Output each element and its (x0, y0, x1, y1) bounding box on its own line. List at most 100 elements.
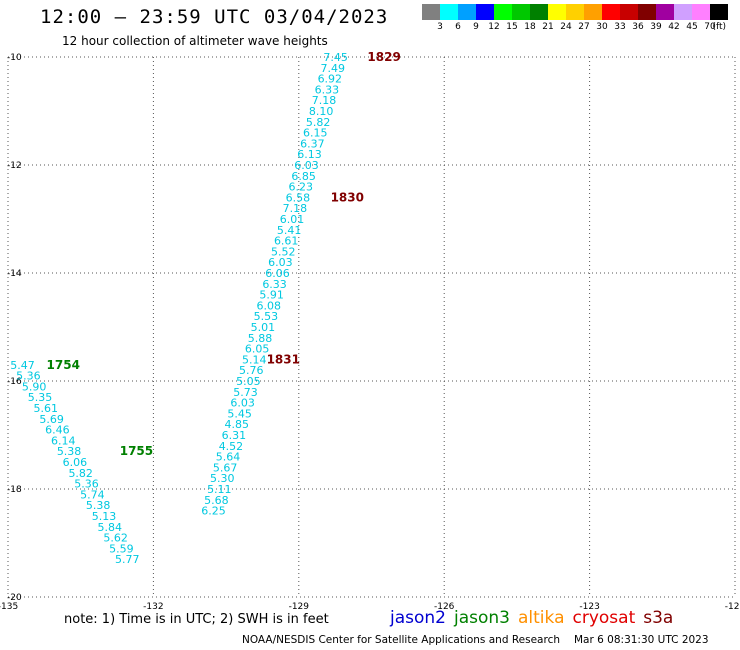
swh-value: 5.77 (115, 553, 140, 566)
colorbar-label: 45 (686, 22, 698, 32)
colorbar-unit: (ft) (712, 22, 726, 32)
colorbar-swatch (620, 4, 638, 20)
swh-value: 6.23 (288, 181, 313, 194)
swh-value: 5.82 (306, 116, 331, 129)
swh-value: 5.53 (254, 310, 279, 323)
swh-value: 5.67 (213, 461, 238, 474)
swh-value: 6.05 (245, 343, 270, 356)
swh-value: 5.38 (86, 499, 111, 512)
colorbar-label: 39 (650, 22, 662, 32)
lon-tick-label: -120 (725, 602, 740, 612)
swh-value: 6.06 (265, 267, 290, 280)
swh-value: 6.06 (63, 456, 88, 469)
swh-value: 5.82 (68, 467, 93, 480)
pass-time-label: 1830 (331, 190, 364, 204)
swh-value: 5.52 (271, 245, 296, 258)
page-subtitle: 12 hour collection of altimeter wave hei… (62, 34, 328, 48)
swh-value: 6.03 (268, 256, 293, 269)
swh-value: 5.84 (98, 521, 123, 534)
swh-value: 6.33 (315, 83, 340, 96)
timestamp: Mar 6 08:31:30 UTC 2023 (574, 634, 709, 646)
satellite-s3a: s3a (643, 608, 674, 628)
colorbar-label: 21 (542, 22, 554, 32)
lon-tick-label: -123 (579, 602, 599, 612)
swh-value: 7.49 (320, 62, 345, 75)
swh-value: 5.59 (109, 542, 134, 555)
swh-value: 5.13 (92, 510, 117, 523)
colorbar-label: 12 (488, 22, 500, 32)
swh-value: 6.31 (222, 429, 247, 442)
swh-value: 6.85 (291, 170, 316, 183)
colorbar-label: 24 (560, 22, 572, 32)
swh-value: 5.88 (248, 332, 273, 345)
swh-value: 6.03 (230, 397, 255, 410)
colorbar-swatch (692, 4, 710, 20)
swh-value: 4.85 (225, 418, 250, 431)
footer-note: note: 1) Time is in UTC; 2) SWH is in fe… (64, 612, 329, 627)
satellite-cryosat: cryosat (572, 608, 636, 628)
credit-text: NOAA/NESDIS Center for Satellite Applica… (242, 634, 560, 646)
pass-time-label: 1829 (367, 50, 400, 64)
lon-tick-label: -135 (0, 602, 18, 612)
lat-tick-label: -10 (7, 53, 22, 63)
swh-value: 6.37 (300, 137, 325, 150)
swh-value: 5.74 (80, 488, 105, 501)
swh-value: 5.30 (210, 472, 235, 485)
swh-value: 5.11 (207, 483, 232, 496)
swh-value: 5.69 (39, 413, 64, 426)
swh-value: 5.36 (16, 370, 41, 383)
colorbar-swatch (656, 4, 674, 20)
swh-value: 6.92 (318, 73, 343, 86)
satellite-legend: jason2 jason3 altika cryosat s3a (390, 608, 681, 628)
lat-tick-label: -12 (7, 161, 22, 171)
swh-value: 6.58 (286, 191, 311, 204)
colorbar-label: 18 (524, 22, 536, 32)
swh-value: 6.01 (280, 213, 305, 226)
lat-tick-label: -16 (7, 377, 22, 387)
colorbar-label: 42 (668, 22, 680, 32)
swh-value: 6.13 (297, 148, 322, 161)
colorbar-label: 70 (704, 22, 716, 32)
lon-tick-label: -126 (434, 602, 455, 612)
swh-value: 5.62 (103, 532, 128, 545)
colorbar-label: 15 (506, 22, 518, 32)
swh-value: 6.33 (262, 278, 287, 291)
colorbar-label: 30 (596, 22, 608, 32)
satellite-jason3: jason3 (454, 608, 510, 628)
colorbar-label: 33 (614, 22, 626, 32)
swh-value: 5.90 (22, 380, 47, 393)
colorbar-swatch (548, 4, 566, 20)
swh-value: 6.25 (201, 505, 226, 518)
satellite-altika: altika (518, 608, 565, 628)
swh-value: 6.61 (274, 235, 299, 248)
swh-value: 6.46 (45, 424, 70, 437)
footer-credit: NOAA/NESDIS Center for Satellite Applica… (242, 634, 709, 646)
swh-value: 6.08 (257, 299, 282, 312)
pass-time-label: 1831 (267, 352, 300, 366)
swh-value: 5.14 (242, 353, 267, 366)
colorbar-label: 27 (578, 22, 590, 32)
swh-value: 5.38 (57, 445, 82, 458)
swh-value: 5.73 (233, 386, 258, 399)
swh-value: 4.52 (219, 440, 244, 453)
swh-value: 5.68 (204, 494, 229, 507)
swh-value: 5.61 (34, 402, 59, 415)
lat-tick-label: -20 (7, 593, 22, 603)
swh-value: 6.15 (303, 127, 328, 140)
swh-value: 5.05 (236, 375, 261, 388)
colorbar-label: 6 (455, 22, 461, 32)
pass-time-label: 1754 (47, 358, 80, 372)
colorbar-swatch (566, 4, 584, 20)
colorbar-swatch (440, 4, 458, 20)
swh-value: 7.18 (283, 202, 308, 215)
swh-value: 7.45 (323, 51, 348, 64)
colorbar-swatch (602, 4, 620, 20)
swh-value: 5.76 (239, 364, 264, 377)
colorbar-swatch (638, 4, 656, 20)
swh-value: 5.35 (28, 391, 53, 404)
swh-value: 5.01 (251, 321, 276, 334)
colorbar-label: 36 (632, 22, 644, 32)
colorbar-swatch (422, 4, 440, 20)
colorbar-swatch (494, 4, 512, 20)
